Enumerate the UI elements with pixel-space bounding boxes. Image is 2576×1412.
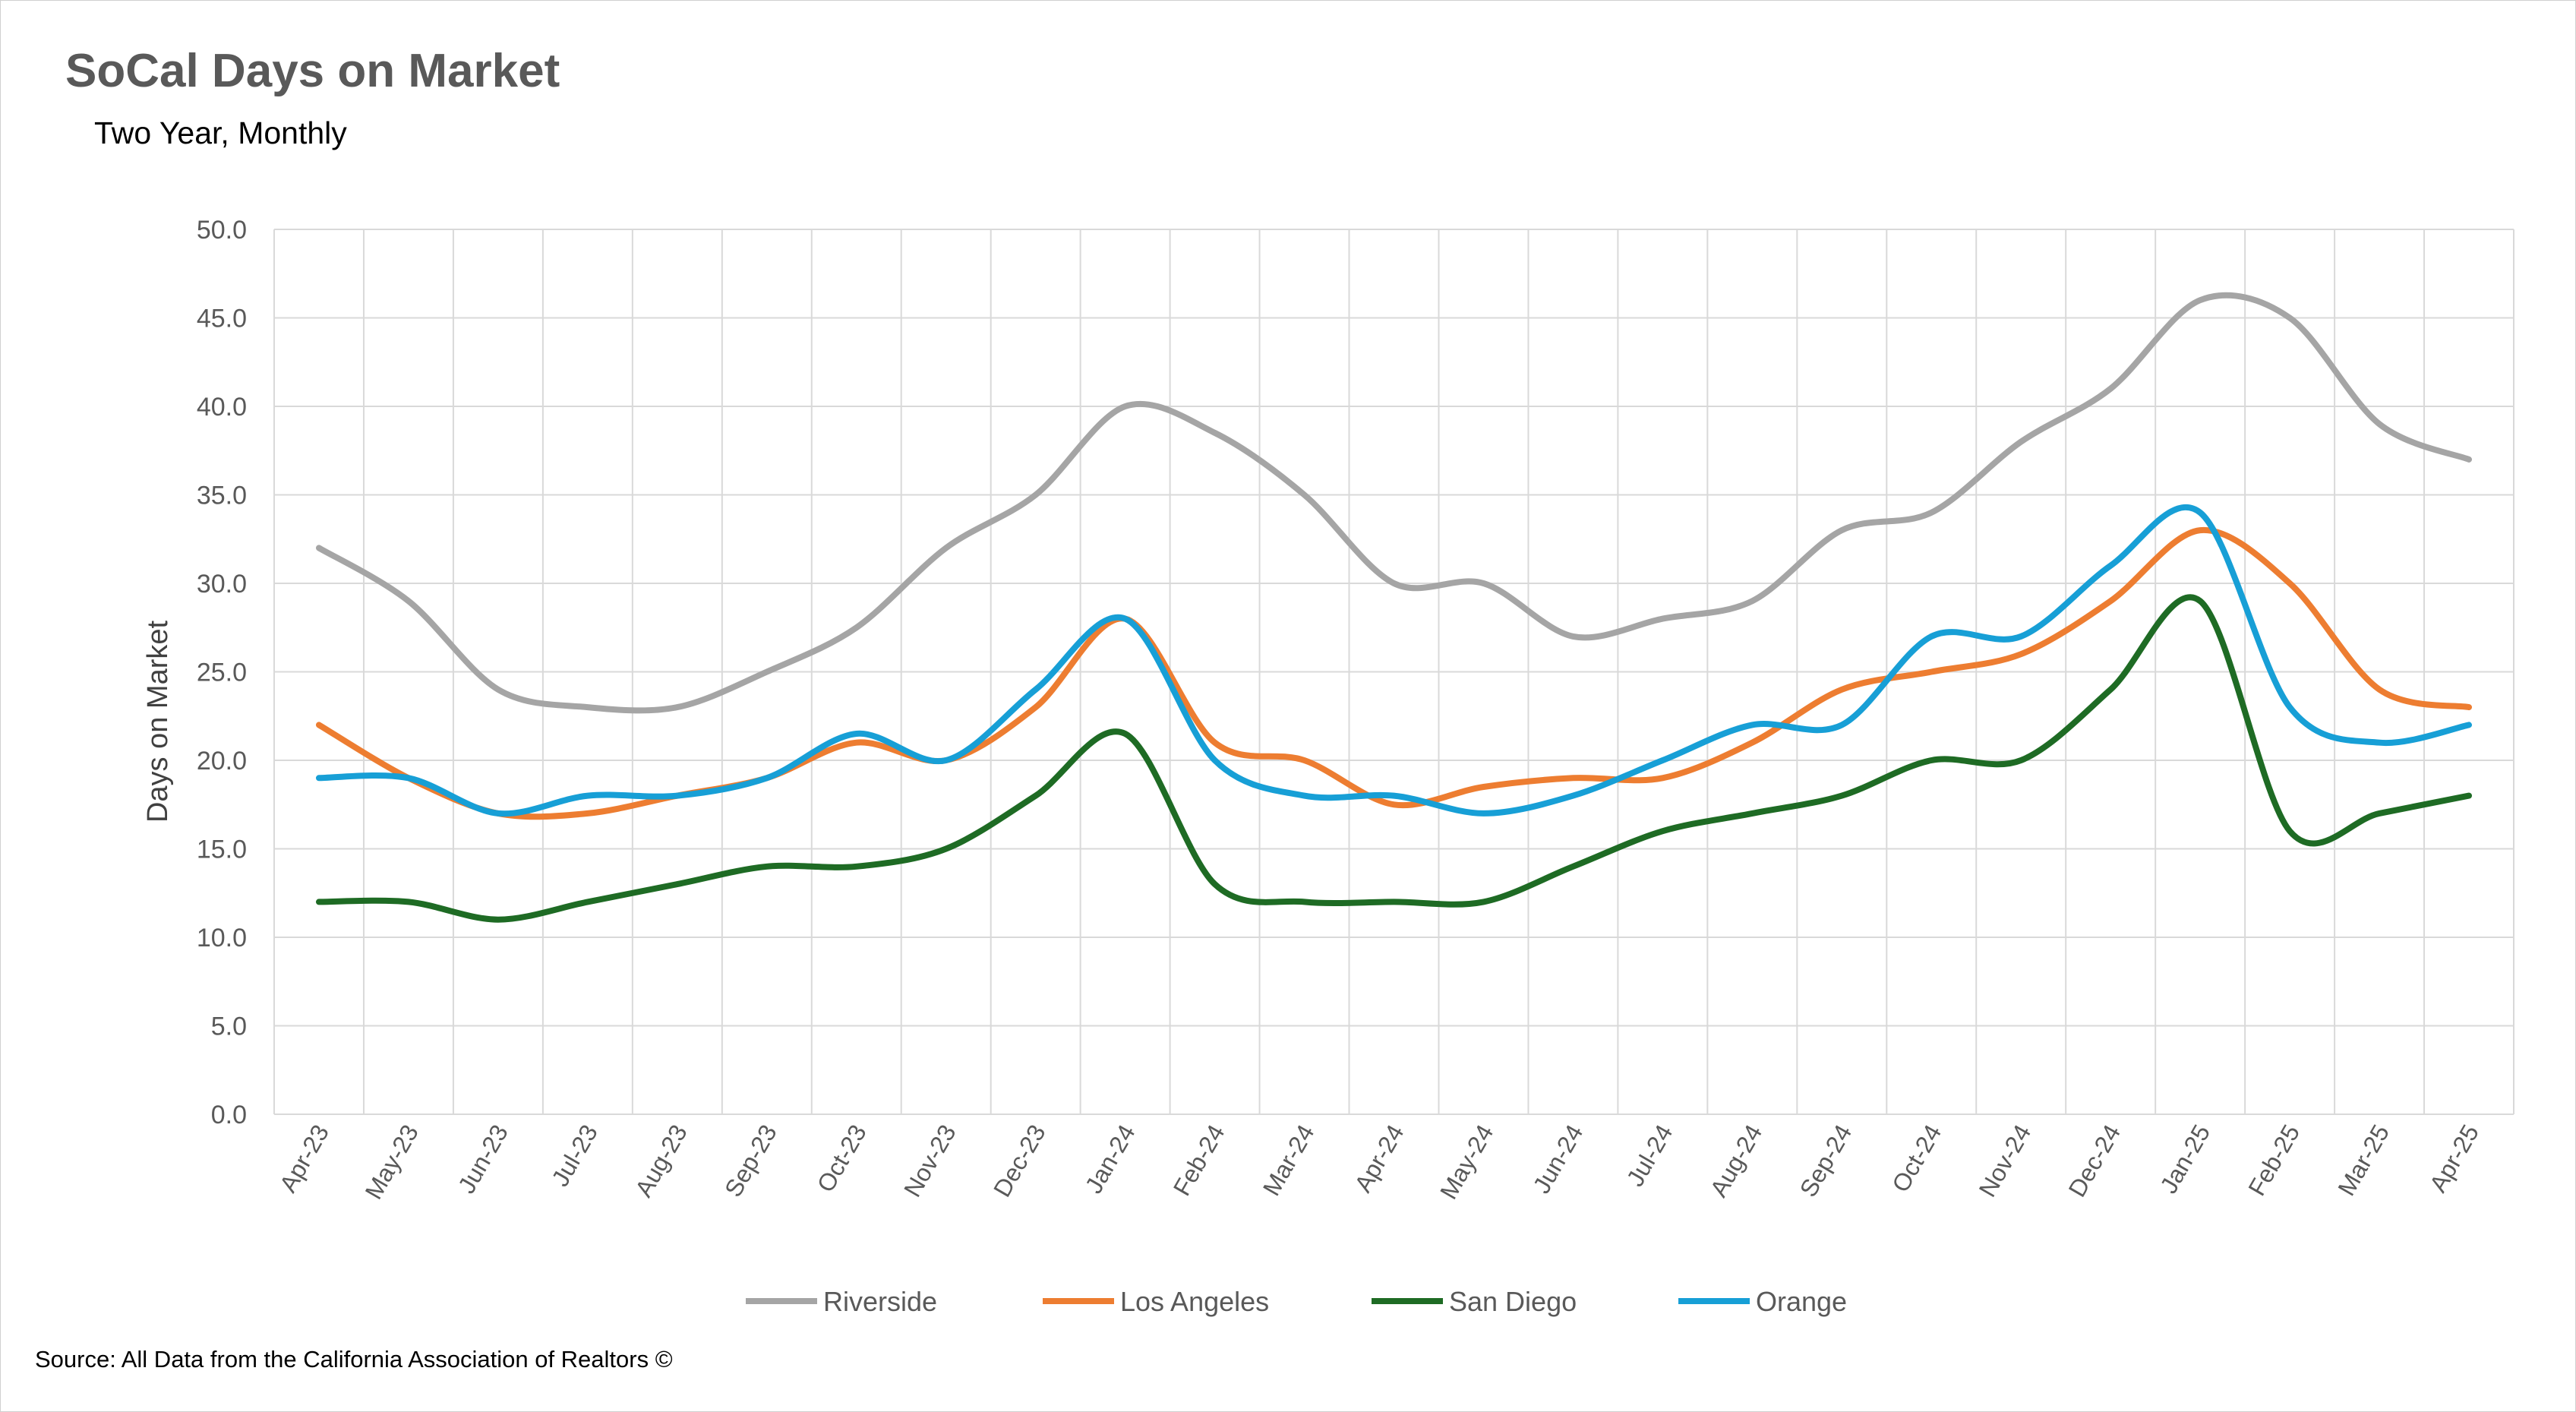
- legend-label: San Diego: [1449, 1286, 1577, 1317]
- chart-subtitle: Two Year, Monthly: [94, 115, 347, 150]
- x-tick-label: Dec-23: [988, 1120, 1051, 1202]
- x-tick-label: Apr-25: [2424, 1120, 2484, 1197]
- x-axis-ticks: Apr-23 May-23 Jun-23 Jul-23 Aug-23 Sep-23 Oct-…: [274, 1120, 2484, 1204]
- x-tick-label: Feb-24: [1168, 1120, 1230, 1201]
- x-tick-label: May-24: [1435, 1120, 1499, 1204]
- y-tick-label: 40.0: [197, 393, 247, 422]
- series-line-los-angeles: [315, 526, 2472, 820]
- legend-label: Los Angeles: [1120, 1286, 1269, 1317]
- y-tick-label: 25.0: [197, 659, 247, 687]
- legend: Riverside Los Angeles San Diego Orange: [746, 1286, 1847, 1317]
- gridlines: [273, 229, 2514, 1115]
- series-line-riverside: [315, 292, 2472, 714]
- source-note: Source: All Data from the California Ass…: [35, 1346, 673, 1373]
- x-tick-label: Aug-23: [630, 1120, 693, 1202]
- y-tick-label: 5.0: [211, 1012, 247, 1041]
- x-tick-label: Oct-24: [1886, 1120, 1946, 1197]
- x-tick-label: Nov-23: [898, 1120, 961, 1202]
- x-tick-label: Jun-24: [1527, 1120, 1588, 1199]
- x-tick-label: Mar-24: [1258, 1120, 1320, 1201]
- y-axis-label: Days on Market: [142, 621, 174, 823]
- legend-label: Orange: [1756, 1286, 1847, 1317]
- x-tick-label: Jan-24: [1080, 1120, 1141, 1199]
- series-lines: [315, 292, 2472, 923]
- x-tick-label: Aug-24: [1705, 1120, 1768, 1202]
- x-tick-label: Sep-23: [719, 1120, 782, 1202]
- x-tick-label: Jul-23: [546, 1120, 603, 1191]
- x-tick-label: Dec-24: [2063, 1120, 2126, 1202]
- y-tick-label: 30.0: [197, 570, 247, 599]
- x-tick-label: Apr-24: [1349, 1120, 1409, 1197]
- series-line-orange: [315, 504, 2472, 817]
- x-tick-label: Apr-23: [274, 1120, 334, 1197]
- y-tick-label: 35.0: [197, 482, 247, 510]
- x-tick-label: Mar-25: [2332, 1120, 2394, 1201]
- x-tick-label: Jun-23: [453, 1120, 513, 1199]
- y-tick-label: 10.0: [197, 924, 247, 952]
- x-tick-label: Oct-23: [812, 1120, 872, 1197]
- series-line-san-diego: [315, 594, 2472, 923]
- x-tick-label: Nov-24: [1974, 1120, 2037, 1202]
- legend-label: Riverside: [823, 1286, 937, 1317]
- chart-title: SoCal Days on Market: [65, 45, 560, 97]
- y-axis-ticks: 0.0 5.0 10.0 15.0 20.0 25.0 30.0 35.0 40.0 45.0 50…: [197, 216, 247, 1129]
- x-tick-label: Sep-24: [1795, 1120, 1858, 1202]
- x-tick-label: Feb-25: [2243, 1120, 2305, 1201]
- y-tick-label: 0.0: [211, 1101, 247, 1129]
- y-tick-label: 45.0: [197, 305, 247, 333]
- y-tick-label: 20.0: [197, 747, 247, 775]
- x-tick-label: May-23: [359, 1120, 424, 1204]
- y-tick-label: 15.0: [197, 836, 247, 864]
- y-tick-label: 50.0: [197, 216, 247, 245]
- x-tick-label: Jul-24: [1621, 1120, 1678, 1191]
- x-tick-label: Jan-25: [2155, 1120, 2215, 1199]
